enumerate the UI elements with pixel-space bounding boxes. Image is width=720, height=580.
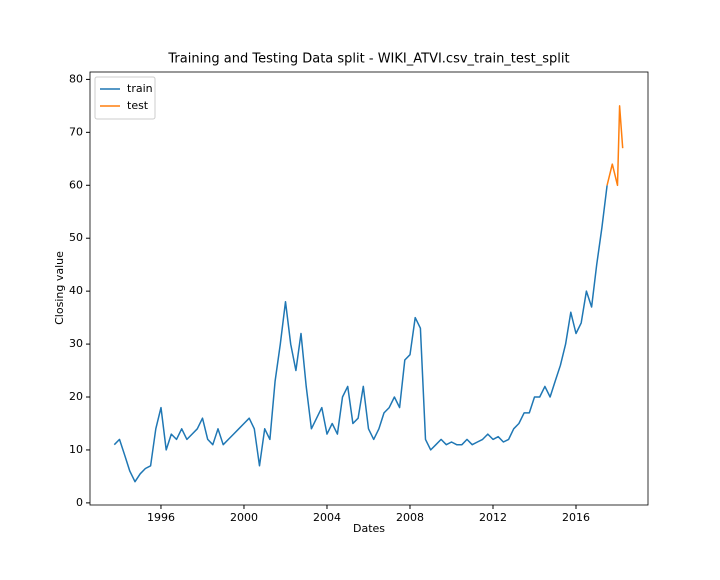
x-tick-label: 1996 bbox=[147, 511, 175, 524]
y-tick-label: 60 bbox=[69, 178, 83, 191]
x-tick-label: 2000 bbox=[230, 511, 258, 524]
series-line bbox=[606, 105, 624, 187]
legend: train test bbox=[94, 76, 156, 120]
y-tick-label: 10 bbox=[69, 443, 83, 456]
y-tick-label: 80 bbox=[69, 72, 83, 85]
x-axis-label: Dates bbox=[353, 522, 385, 535]
y-tick-label: 30 bbox=[69, 337, 83, 350]
chart-title: Training and Testing Data split - WIKI_A… bbox=[167, 52, 569, 67]
x-tick-label: 2008 bbox=[396, 511, 424, 524]
y-tick-label: 0 bbox=[76, 496, 83, 509]
series-line bbox=[113, 185, 608, 483]
y-tick-label: 70 bbox=[69, 125, 83, 138]
plot-frame bbox=[89, 71, 649, 506]
y-tick-label: 40 bbox=[69, 284, 83, 297]
legend-label: test bbox=[127, 99, 149, 112]
x-tick-label: 2012 bbox=[479, 511, 507, 524]
legend-box bbox=[94, 76, 156, 120]
y-axis-label: Closing value bbox=[53, 251, 66, 325]
y-tick-label: 20 bbox=[69, 390, 83, 403]
x-tick-label: 2016 bbox=[562, 511, 590, 524]
legend-label: train bbox=[127, 82, 153, 95]
y-tick-label: 50 bbox=[69, 231, 83, 244]
x-tick-label: 2004 bbox=[313, 511, 341, 524]
